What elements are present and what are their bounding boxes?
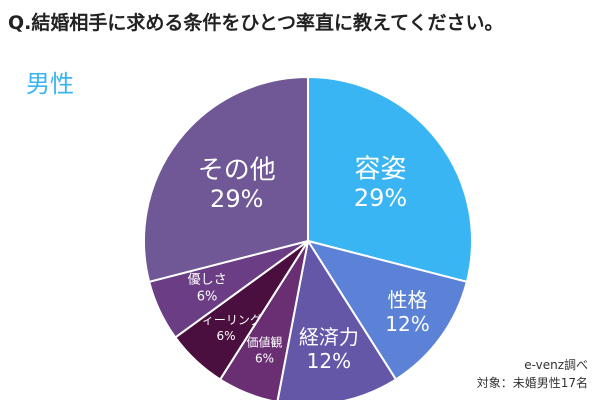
chart-title: Q.結婚相手に求める条件をひとつ率直に教えてください。 [8,12,504,34]
slice-value-other: 29% [210,185,263,213]
pie-slice-economic-power [276,238,398,400]
slice-value-values: 6% [255,351,274,365]
slice-value-kindness: 6% [197,289,218,304]
slice-label-values: 価値観 [247,334,283,349]
slice-label-feeling: フィーリング [190,313,262,327]
slice-label-personality: 性格 [388,288,428,312]
slice-value-feeling: 6% [217,329,236,343]
source-note: e-venz調べ 対象：未婚男性17名 [477,356,588,392]
pie-slice-appearance [307,75,473,284]
source-line-1: e-venz調べ [524,358,588,372]
slice-label-other: その他 [198,156,276,186]
chart-subtitle: 男性 [26,70,74,98]
slice-value-appearance: 29% [354,184,407,212]
slice-value-personality: 12% [385,312,429,336]
slice-label-economic-power: 経済力 [299,325,359,349]
source-line-2: 対象：未婚男性17名 [476,376,588,390]
slice-value-economic-power: 12% [307,349,351,373]
slice-label-appearance: 容姿 [355,155,407,185]
pie-slice-personality [305,239,469,381]
slice-label-kindness: 優しさ [188,272,227,287]
pie-slice-other [143,75,309,284]
